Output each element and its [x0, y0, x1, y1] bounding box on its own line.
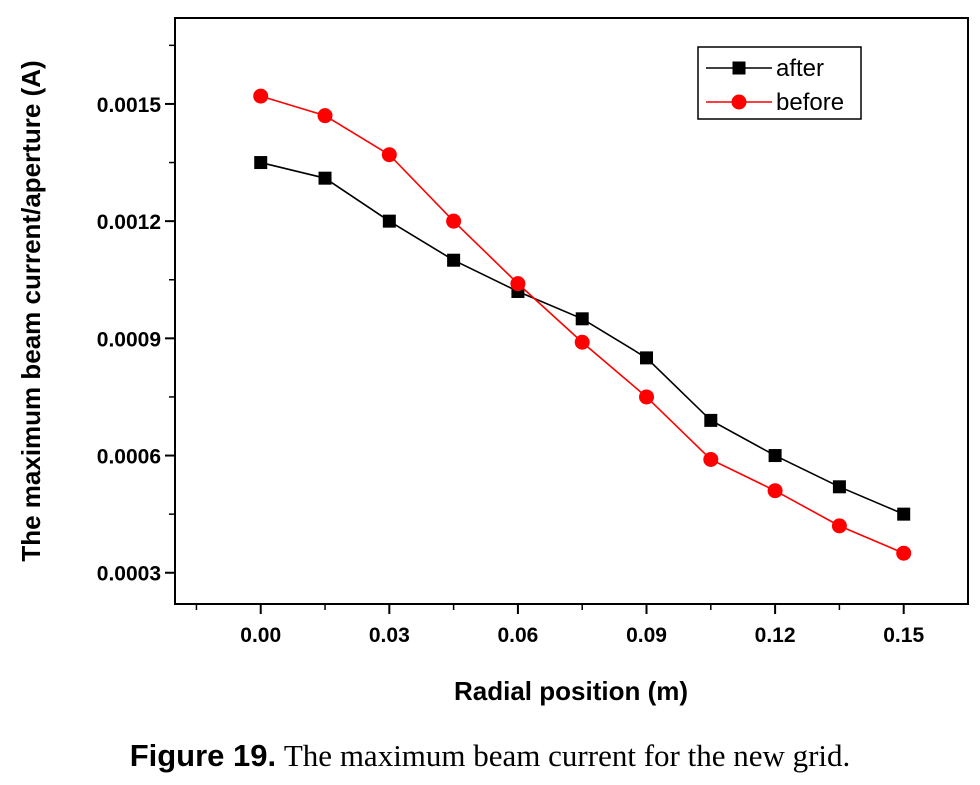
data-point-after — [575, 312, 589, 326]
y-tick-label: 0.0003 — [97, 563, 161, 586]
x-tick-label: 0.09 — [626, 624, 667, 647]
data-point-before — [831, 518, 847, 534]
data-point-after — [897, 507, 911, 521]
x-tick-label: 0.06 — [497, 624, 538, 647]
y-tick-label: 0.0012 — [97, 211, 161, 234]
data-point-before — [446, 213, 462, 229]
figure-caption: Figure 19. The maximum beam current for … — [0, 738, 980, 774]
y-tick-label: 0.0009 — [97, 328, 161, 351]
data-point-after — [254, 156, 268, 170]
plot-frame — [174, 17, 969, 605]
x-tick-label: 0.12 — [755, 624, 796, 647]
data-point-after — [768, 449, 782, 463]
legend-label-before: before — [776, 89, 844, 116]
data-point-before — [639, 389, 655, 405]
x-tick-label: 0.15 — [883, 624, 924, 647]
data-point-after — [704, 413, 718, 427]
line-chart: 0.00 0.03 0.06 0.09 0.12 0.15 0.00030.00060.0… — [16, 17, 969, 706]
y-axis-label: The maximum beam current/aperture (A) — [16, 60, 46, 561]
legend-label-after: after — [776, 55, 824, 82]
data-point-after — [318, 171, 332, 185]
x-axis: 0.00 0.03 0.06 0.09 0.12 0.15 — [195, 604, 924, 647]
legend-box — [697, 46, 862, 120]
caption-label: Figure 19. — [129, 738, 277, 773]
x-axis-label: Radial position (m) — [454, 676, 688, 706]
x-tick-label: 0.03 — [369, 624, 410, 647]
data-point-after — [382, 214, 396, 228]
legend-marker-after — [732, 61, 746, 75]
x-tick-label: 0.00 — [240, 624, 281, 647]
data-point-before — [574, 334, 590, 350]
series-layer — [253, 88, 912, 561]
y-tick-label: 0.0006 — [97, 446, 161, 469]
data-point-before — [896, 545, 912, 561]
data-point-before — [703, 451, 719, 467]
data-point-before — [253, 88, 269, 104]
data-point-after — [640, 351, 654, 365]
y-axis: 0.0003 0.0006 0.0009 0.0012 0.0015 — [97, 44, 175, 586]
data-point-after — [832, 480, 846, 494]
data-point-before — [767, 483, 783, 499]
data-point-after — [447, 253, 461, 267]
y-tick-label: 0.0015 — [97, 94, 162, 117]
data-point-before — [510, 276, 526, 292]
data-point-before — [381, 147, 397, 163]
data-point-before — [317, 108, 333, 124]
legend-marker-before — [731, 94, 747, 110]
legend: after before — [697, 46, 862, 120]
caption-text: The maximum beam current for the new gri… — [283, 738, 851, 773]
